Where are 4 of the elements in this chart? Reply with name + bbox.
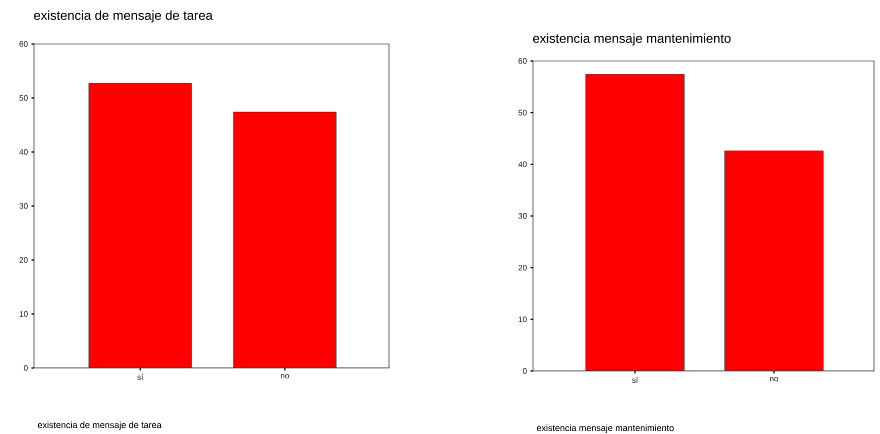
x-axis-title: existencia mensaje mantenimiento xyxy=(536,424,674,433)
x-axis-title: existencia de mensaje de tarea xyxy=(38,422,162,430)
chart-title: existencia de mensaje de tarea xyxy=(34,10,213,22)
chart-title: existencia mensaje mantenimiento xyxy=(533,33,731,46)
